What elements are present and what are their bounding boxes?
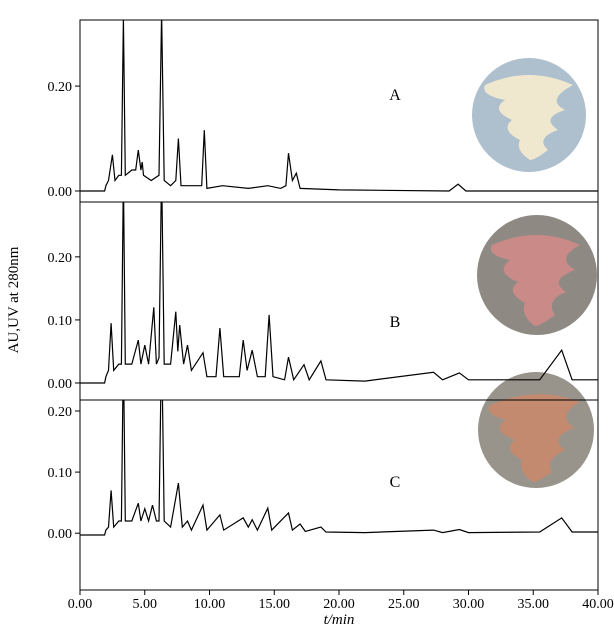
y-tick-label: 0.10 xyxy=(48,314,73,329)
y-axis-label: AU,UV at 280nm xyxy=(6,246,22,353)
trace-label: C xyxy=(390,474,401,491)
x-axis-label: t/min xyxy=(324,612,355,627)
y-tick-label: 0.20 xyxy=(48,251,73,266)
trace xyxy=(80,202,598,384)
y-tick-label: 0.20 xyxy=(48,405,73,420)
x-tick-label: 5.00 xyxy=(133,597,158,612)
x-tick-label: 15.00 xyxy=(259,597,291,612)
x-tick-label: 0.00 xyxy=(68,597,93,612)
y-tick-label: 0.00 xyxy=(48,377,73,392)
x-tick-label: 40.00 xyxy=(582,597,614,612)
y-tick-label: 0.20 xyxy=(48,80,73,95)
x-tick-label: 35.00 xyxy=(518,597,550,612)
trace-label: A xyxy=(389,87,401,104)
trace xyxy=(80,20,598,192)
plate-a xyxy=(472,58,586,172)
trace xyxy=(80,400,598,536)
y-tick-label: 0.00 xyxy=(48,527,73,542)
x-tick-label: 30.00 xyxy=(453,597,485,612)
trace-label: B xyxy=(390,314,401,331)
plate-b xyxy=(477,215,597,335)
x-tick-label: 25.00 xyxy=(388,597,420,612)
x-tick-label: 10.00 xyxy=(194,597,226,612)
y-tick-label: 0.00 xyxy=(48,185,73,200)
y-tick-label: 0.10 xyxy=(48,466,73,481)
plate-c xyxy=(478,372,594,488)
x-tick-label: 20.00 xyxy=(323,597,355,612)
